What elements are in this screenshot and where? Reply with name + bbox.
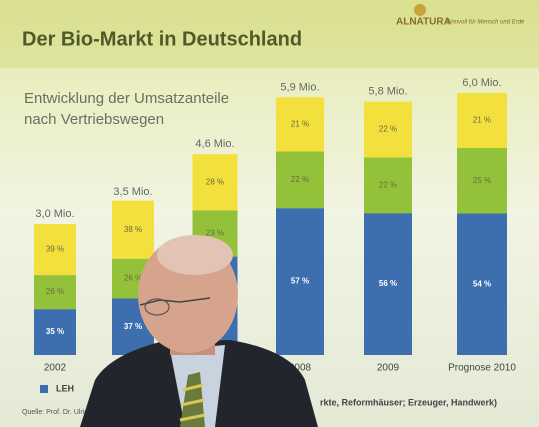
legend-label: LEH <box>56 383 74 393</box>
bald-top <box>157 235 233 275</box>
subtitle: nach Vertriebswegen <box>24 111 164 128</box>
slide-title: Der Bio-Markt in Deutschland <box>22 28 302 50</box>
logo-icon <box>414 4 426 16</box>
bar-segment <box>276 151 324 209</box>
bar-segment <box>276 208 324 355</box>
x-tick-label: Prognose 2010 <box>448 363 516 374</box>
total-label: 5,8 Mio. <box>368 86 407 98</box>
subtitle: Entwicklung der Umsatzanteile <box>24 90 229 107</box>
tie-stripes <box>179 383 206 422</box>
total-label: 5,9 Mio. <box>280 81 319 93</box>
segment-label: 21 % <box>291 120 309 129</box>
segment-label: 21 % <box>473 116 491 125</box>
total-label: 3,0 Mio. <box>35 208 74 220</box>
segment-label: 22 % <box>379 180 397 189</box>
x-tick-label: 2008 <box>289 363 312 374</box>
title-band <box>0 0 539 68</box>
total-label: 6,0 Mio. <box>462 77 501 89</box>
person <box>80 235 318 427</box>
segment-label: 39 % <box>46 245 64 254</box>
chart: 35 % 26 % 39 % 3,0 Mio. 2002 37 % 26 % 38 % 3,5 … <box>34 77 516 407</box>
segment-label: 22 % <box>291 175 309 184</box>
bar-segment <box>192 154 238 211</box>
total-label: 4,6 Mio. <box>195 138 234 150</box>
segment-label: 38 % <box>124 225 142 234</box>
bar-segment <box>34 309 76 355</box>
segment-label: 54 % <box>473 279 491 288</box>
segment-label: 26 % <box>124 274 142 283</box>
logo-tagline: Sinnvoll für Mensch und Erde <box>446 20 525 26</box>
legend-label: rkte, Reformhäuser; Erzeuger, Handwerk) <box>320 397 497 407</box>
glasses-lens <box>144 298 170 316</box>
bar-segment <box>364 157 412 214</box>
segment-label: 56 % <box>379 279 397 288</box>
bar-segment <box>34 224 76 276</box>
bar-segment <box>364 213 412 355</box>
segment-label: 26 % <box>46 287 64 296</box>
segment-label: 57 % <box>291 277 309 286</box>
segment-label: 22 % <box>379 125 397 134</box>
bar-segment <box>457 93 507 149</box>
x-tick-label: 2009 <box>377 363 400 374</box>
bar-segment <box>112 200 154 259</box>
bar-segment <box>457 148 507 214</box>
legend-swatch <box>40 385 48 393</box>
bar-segment <box>457 213 507 355</box>
bar-segment <box>364 101 412 158</box>
x-tick-label: 2002 <box>44 363 67 374</box>
segment-label: 25 % <box>473 176 491 185</box>
logo: ALNATURA <box>396 17 451 28</box>
bar-segment <box>276 97 324 152</box>
source: Quelle: Prof. Dr. Ulrich <box>22 409 92 416</box>
bar-segment <box>34 275 76 310</box>
segment-label: 28 % <box>206 177 224 186</box>
total-label: 3,5 Mio. <box>113 186 152 198</box>
segment-label: 35 % <box>46 327 64 336</box>
segment-label: 23 % <box>206 229 224 238</box>
segment-label: 37 % <box>124 322 142 331</box>
